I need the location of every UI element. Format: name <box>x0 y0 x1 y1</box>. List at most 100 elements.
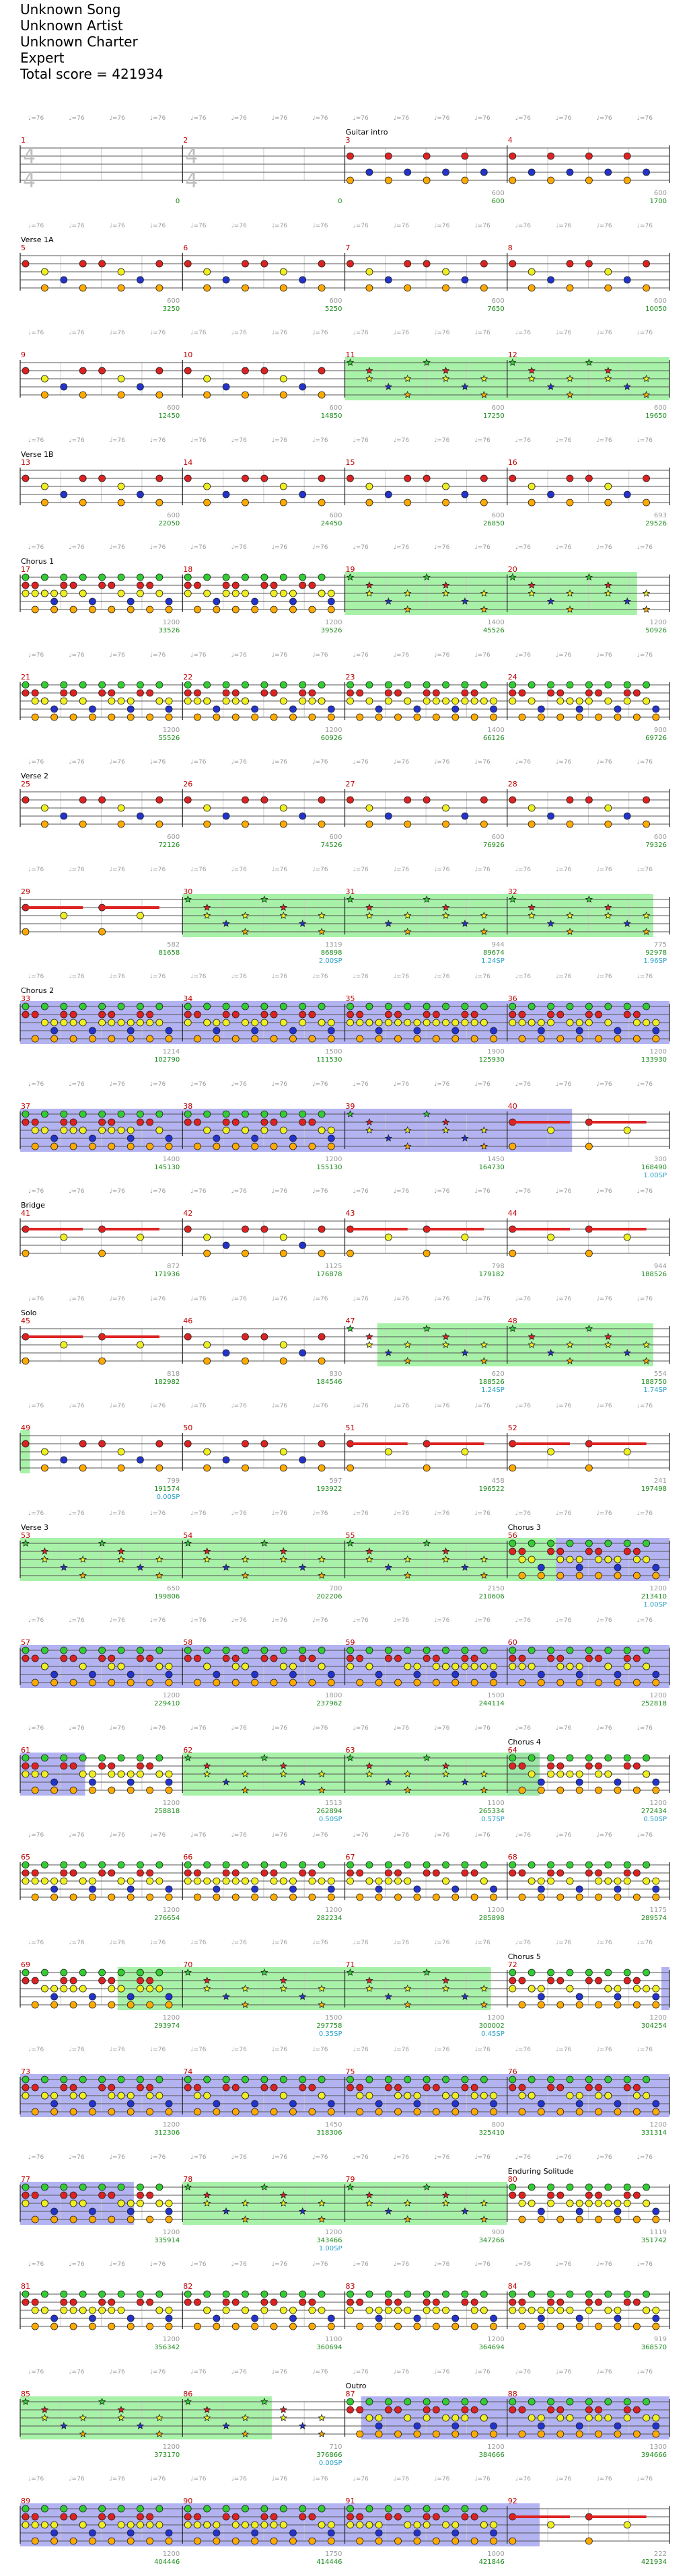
cumulative-score: 304254 <box>641 2022 667 2030</box>
tempo-mark: ♩=76 <box>231 652 248 659</box>
green-note <box>98 2075 106 2084</box>
red-note <box>423 152 431 160</box>
yellow-star-note <box>441 374 450 382</box>
orange-note <box>146 1142 154 1150</box>
yellow-note <box>528 482 536 490</box>
orange-note <box>518 1893 526 1901</box>
orange-note <box>213 605 221 614</box>
green-note <box>260 1002 268 1010</box>
yellow-note <box>585 697 593 704</box>
green-note <box>117 2290 125 2298</box>
yellow-note <box>423 2306 431 2314</box>
cumulative-score: 272434 <box>641 1808 667 1815</box>
red-note <box>146 1869 154 1877</box>
yellow-note <box>318 589 326 597</box>
orange-note <box>518 1035 526 1043</box>
orange-note <box>165 713 173 721</box>
yellow-note <box>242 2306 249 2314</box>
measure-score: 798 <box>492 1263 505 1270</box>
yellow-note <box>318 2092 326 2100</box>
orange-note <box>432 1679 440 1687</box>
cumulative-score: 26850 <box>483 520 505 527</box>
tempo-mark: ♩=76 <box>394 1510 410 1517</box>
red-note <box>98 1762 106 1769</box>
yellow-note <box>126 1877 135 1885</box>
yellow-note <box>222 1877 230 1885</box>
red-note <box>31 2191 39 2199</box>
red-star-note <box>528 581 536 589</box>
green-note <box>384 1646 392 1654</box>
yellow-star-note <box>480 589 488 597</box>
yellow-note <box>279 482 287 490</box>
red-note <box>461 2406 469 2413</box>
cumulative-score: 347266 <box>479 2237 505 2244</box>
green-note <box>547 2398 554 2405</box>
cumulative-score: 276654 <box>154 1915 180 1922</box>
tempo-mark: ♩=76 <box>556 1296 572 1302</box>
tempo-mark: ♩=76 <box>637 2261 653 2268</box>
green-note <box>347 2505 354 2513</box>
green-note <box>404 1861 412 1869</box>
yellow-note <box>480 2521 488 2529</box>
green-note <box>79 1110 87 1117</box>
tempo-mark: ♩=76 <box>272 544 288 551</box>
green-note <box>566 2290 574 2298</box>
tempo-mark: ♩=76 <box>515 223 532 229</box>
red-note <box>270 1869 278 1877</box>
measure-score: 600 <box>492 404 505 412</box>
tempo-mark: ♩=76 <box>596 2476 612 2482</box>
orange-note <box>270 1679 278 1687</box>
row-svg: ♩=76 ♩=76 ♩=76 ♩=76 ♩=76 ♩=76 ♩=76 ♩=76 ♩=76 ♩=76… <box>20 437 670 527</box>
yellow-note <box>126 1019 135 1027</box>
yellow-note <box>318 1877 326 1885</box>
orange-note <box>404 284 412 291</box>
red-note <box>470 1010 478 1019</box>
yellow-note <box>442 1019 449 1027</box>
tempo-mark: ♩=76 <box>190 1188 207 1195</box>
tempo-mark: ♩=76 <box>231 2369 248 2376</box>
orange-star-note <box>642 605 651 613</box>
orange-note <box>146 2215 154 2223</box>
red-star-note <box>203 1976 211 1984</box>
yellow-note <box>566 1019 574 1027</box>
red-note <box>22 1010 30 1019</box>
green-note <box>98 1110 106 1117</box>
tempo-mark: ♩=76 <box>637 2476 653 2482</box>
red-note <box>242 260 249 267</box>
tempo-mark: ♩=76 <box>312 437 328 444</box>
blue-note <box>89 2529 96 2537</box>
row-svg: ♩=76 ♩=76 ♩=76 ♩=76 ♩=76 ♩=76 ♩=76 ♩=76 ♩=76 ♩=76… <box>20 2047 670 2137</box>
measure-number: 55 <box>346 1531 355 1540</box>
tempo-mark: ♩=76 <box>150 115 166 122</box>
green-star-note <box>346 1968 355 1976</box>
orange-note <box>413 1893 421 1901</box>
yellow-star-note <box>365 589 373 597</box>
orange-note <box>194 2108 201 2116</box>
blue-note <box>375 2314 383 2322</box>
yellow-note <box>604 482 612 490</box>
tempo-mark: ♩=76 <box>272 1403 288 1409</box>
green-note <box>480 681 488 688</box>
orange-note <box>108 1893 116 1901</box>
tempo-mark: ♩=76 <box>515 1940 532 1946</box>
green-note <box>461 681 469 688</box>
blue-note <box>251 1885 259 1893</box>
measure-score: 1319 <box>325 941 342 949</box>
green-note <box>643 1861 650 1869</box>
tempo-mark: ♩=76 <box>353 330 369 336</box>
measure-score: 1200 <box>650 1048 667 1056</box>
yellow-note <box>22 1877 30 1885</box>
orange-note <box>327 1142 335 1150</box>
blue-note <box>614 2314 622 2322</box>
tempo-mark: ♩=76 <box>474 2369 491 2376</box>
red-note <box>595 2191 602 2199</box>
green-note <box>365 1646 373 1654</box>
yellow-note <box>604 268 612 275</box>
yellow-note <box>60 1126 68 1134</box>
green-note <box>566 1002 574 1010</box>
tempo-mark: ♩=76 <box>150 973 166 980</box>
tempo-mark: ♩=76 <box>596 437 612 444</box>
measure-number: 66 <box>183 1853 192 1862</box>
yellow-note <box>60 1233 68 1241</box>
tempo-mark: ♩=76 <box>515 437 532 444</box>
